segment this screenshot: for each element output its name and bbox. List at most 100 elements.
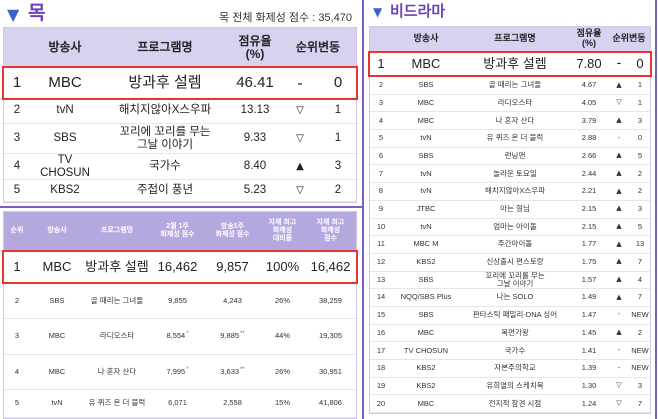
rank-change-cell: NEW xyxy=(631,363,649,373)
program-cell: 나 혼자 산다 xyxy=(97,366,137,376)
program-cell: 판타스틱 패밀리-DNA 싱어 xyxy=(472,310,558,320)
broadcaster-cell: MBC xyxy=(48,331,66,341)
rank-change-arrow: ▽ xyxy=(616,398,622,407)
premiere-score-cell-value: 9,885 xyxy=(220,331,240,341)
program-cell: 나는 SOLO xyxy=(496,292,534,302)
best-score-cell: 41,806 xyxy=(319,398,342,408)
program-cell: 복면가왕 xyxy=(501,327,529,337)
program-cell: 유희열의 스케치북 xyxy=(486,380,544,390)
program-cell: 해치지않아X스우파 xyxy=(118,104,212,117)
share-cell: 1.77 xyxy=(581,239,597,249)
rank-change-arrow: - xyxy=(616,55,622,71)
table-row: 9 JTBC 아는 형님 2.15 ▲ 3 xyxy=(370,201,650,219)
broadcaster-cell: MBC xyxy=(48,366,66,376)
table-row: 3 MBC 라디오스타 4.05 ▽ 1 xyxy=(370,95,650,113)
best-ratio-cell: 100% xyxy=(265,258,300,274)
week-score-cell-value: 6,071 xyxy=(168,398,187,408)
rank-change-cell: 7 xyxy=(637,398,643,408)
rank-change-cell: 0 xyxy=(333,73,343,91)
rank-cell: 6 xyxy=(378,150,384,160)
rank-change-cell: 2 xyxy=(637,168,643,178)
program-cell: 방과후 설렘 xyxy=(85,258,149,274)
share-cell: 2.21 xyxy=(581,186,597,196)
rank-cell: 7 xyxy=(378,168,384,178)
program-cell: 놀라운 토요일 xyxy=(493,168,537,178)
week-score-cell: 8,554 * xyxy=(150,319,205,354)
program-cell: 주접이 풍년 xyxy=(136,184,194,197)
broadcaster-cell: MBC xyxy=(417,97,435,107)
header-broadcaster: 방송사 xyxy=(413,33,439,44)
rank-change-cell: NEW xyxy=(631,310,649,320)
best-score-cell: 19,305 xyxy=(319,331,342,341)
premiere-score-cell-value: 4,243 xyxy=(223,295,242,305)
broadcaster-cell: MBC M xyxy=(413,239,439,249)
table-row: 5 KBS2 주접이 풍년 5.23 ▽ 2 xyxy=(4,180,356,202)
table-row-top-ranked: 1 MBC 방과후 설렘 16,462 9,857 100% 16,462 xyxy=(2,250,358,284)
premiere-score-cell-value: 9,857 xyxy=(216,258,249,274)
rank-change-arrow: ▽ xyxy=(296,185,304,196)
header-rank xyxy=(370,27,392,51)
rank-cell: 11 xyxy=(377,239,385,249)
rank-change-arrow: ▲ xyxy=(616,328,622,337)
table-body: 1 MBC 방과후 설렘 7.80-0 2 SBS 골 때리는 그녀들 4.67 ▲ 1 3 MBC 라… xyxy=(368,51,652,414)
share-cell: 1.57 xyxy=(581,274,597,284)
program-cell: 라디오스타 xyxy=(99,331,135,341)
rank-change-cell: 5 xyxy=(637,221,643,231)
program-cell: 라디오스타 xyxy=(497,97,533,107)
share-cell: 46.41 xyxy=(236,73,274,91)
table-row: 2 tvN 해치지않아X스우파 13.13 ▽ 1 xyxy=(4,98,356,124)
broadcaster-cell: MBC xyxy=(417,327,435,337)
table-row: 13 SBS 꼬리에 꼬리를 무는 그날 이야기 1.57 ▲ 4 xyxy=(370,270,650,290)
broadcaster-cell: tvN xyxy=(420,186,432,196)
broadcaster-cell: KBS2 xyxy=(416,380,436,390)
table-row: 3 MBC 라디오스타 8,554 * 9,885 ** 44% 19,305 xyxy=(4,319,356,355)
table-row: 15 SBS 판타스틱 패밀리-DNA 싱어 1.47 - NEW xyxy=(370,307,650,325)
share-cell: 2.88 xyxy=(581,133,597,143)
share-cell: 7.80 xyxy=(576,55,602,71)
rank-cell: 4 xyxy=(14,366,20,376)
program-cell: 꼬리에 꼬리를 무는 그날 이야기 xyxy=(485,270,545,288)
broadcaster-cell: KBS2 xyxy=(416,257,436,267)
program-cell: 골 때리는 그녀들 xyxy=(90,295,144,305)
table-row: 3 SBS 꼬리에 꼬리를 무는 그날 이야기 9.33 ▽ 1 xyxy=(4,124,356,154)
rank-change-arrow: ▲ xyxy=(616,115,622,124)
header-broadcaster: 방송사 xyxy=(47,227,67,235)
header-program: 프로그램명 xyxy=(137,40,193,55)
rank-change-arrow: ▲ xyxy=(616,186,622,195)
rank-change-cell: 7 xyxy=(637,257,643,267)
rank-change-cell: 1 xyxy=(334,132,342,145)
rank-cell: 2 xyxy=(14,295,20,305)
share-cell: 2.66 xyxy=(581,150,597,160)
rank-cell: 9 xyxy=(378,204,384,214)
footnote-asterisk: ** xyxy=(240,331,245,338)
broadcaster-cell: tvN xyxy=(56,104,74,117)
header-week-score: 2월 1주 화제성 점수 xyxy=(160,223,195,238)
share-cell: 13.13 xyxy=(240,104,270,117)
week-score-cell: 6,071 xyxy=(150,390,205,417)
table-row: 4 MBC 나 혼자 산다 3.79 ▲ 3 xyxy=(370,112,650,131)
share-cell: 1.45 xyxy=(581,327,597,337)
best-score-cell: 30,951 xyxy=(319,366,342,376)
table-row: 8 tvN 해치지않아X스우파 2.21 ▲ 2 xyxy=(370,183,650,201)
share-cell: 2.44 xyxy=(581,168,597,178)
rank-cell: 16 xyxy=(376,327,386,337)
rank-change-arrow: - xyxy=(617,310,621,319)
broadcaster-cell: MBC xyxy=(42,258,72,274)
premiere-score-cell: 9,885 ** xyxy=(205,319,260,354)
program-cell: 런닝맨 xyxy=(504,150,526,160)
table-row: 5 tvN 유 퀴즈 온 더 블럭 6,071 2,558 15% 41,806 xyxy=(4,390,356,418)
broadcaster-cell: MBC xyxy=(411,55,441,71)
table-header: 순위 방송사 프로그램명 2월 1주 화제성 점수 방송1주 화제성 점수 자체… xyxy=(4,212,356,250)
table-row: 5 tvN 유 퀴즈 온 더 블럭 2.88 - 0 xyxy=(370,130,650,148)
table-row: 20 MBC 전지적 참견 시점 1.24 ▽ 7 xyxy=(370,395,650,414)
rank-cell: 8 xyxy=(378,186,384,196)
header-rank-change: 순위변동 xyxy=(295,40,341,55)
header-rank: 순위 xyxy=(10,227,24,235)
program-cell: 주간아이돌 xyxy=(497,239,533,249)
week-score-cell: 16,462 xyxy=(150,252,205,282)
table-row: 12 KBS2 신상출시 편스토랑 1.75 ▲ 7 xyxy=(370,254,650,272)
rank-change-cell: 0 xyxy=(636,55,644,71)
rank-change-arrow: ▲ xyxy=(616,292,622,301)
rank-cell: 10 xyxy=(376,221,386,231)
rank-change-cell: 3 xyxy=(637,115,643,125)
